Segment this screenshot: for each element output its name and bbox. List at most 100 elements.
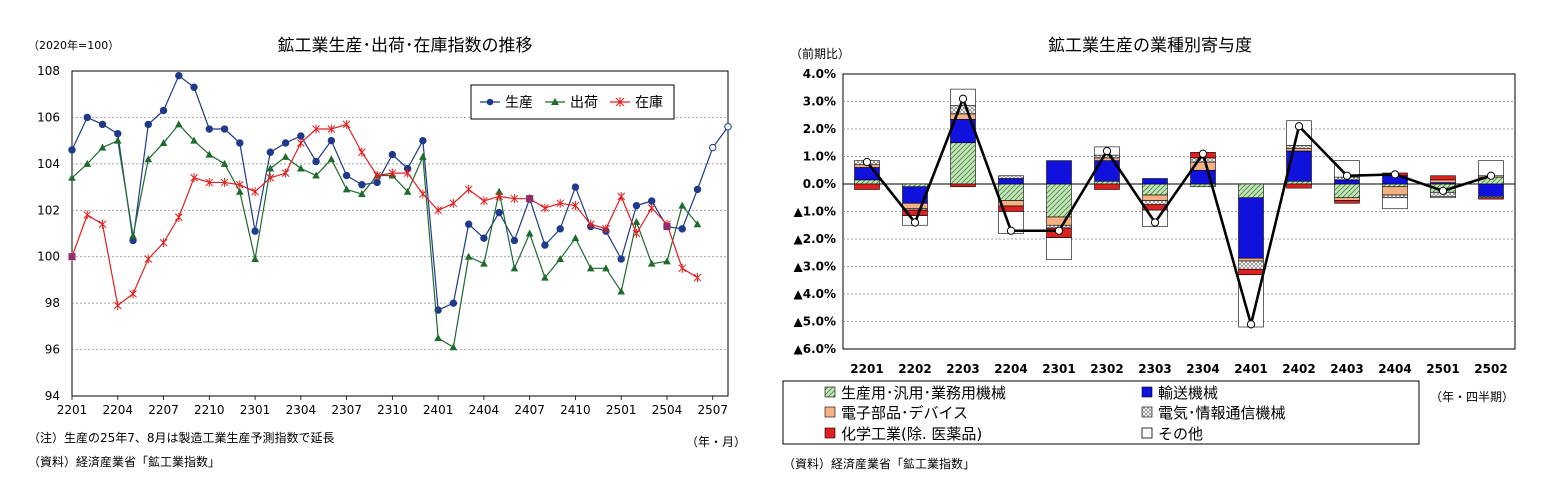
data-point — [464, 252, 473, 260]
bar-segment-生産用･汎用･業務用機械 — [1238, 183, 1264, 199]
data-point — [480, 259, 488, 267]
bar-segment-化学工業(除. 医薬品) — [1430, 175, 1456, 181]
y-tick-label: 98 — [45, 296, 60, 310]
data-point — [464, 220, 473, 228]
bar-segment-化学工業(除. 医薬品) — [950, 183, 976, 188]
data-point — [205, 150, 214, 158]
legend-box — [782, 380, 1420, 445]
legend-label-electronic-parts: 電子部品･デバイス — [841, 404, 968, 422]
data-point — [281, 168, 290, 178]
series-lines — [68, 71, 732, 351]
y-unit-label: （前期比） — [790, 46, 850, 61]
x-tick-label: 2404 — [469, 403, 500, 417]
note: （注）生産の25年7、8月は製造工業生産予測指数で延長 — [28, 430, 335, 445]
bar-segment-化学工業(除. 医薬品) — [1478, 197, 1504, 200]
x-tick-label: 2402 — [1282, 362, 1315, 376]
y-tick-label: 108 — [37, 64, 60, 78]
total-point — [1150, 218, 1160, 227]
legend-label-inventory: 在庫 — [635, 94, 663, 111]
bar-stack-2401 — [1238, 183, 1264, 328]
x-tick-label: 2404 — [1378, 362, 1411, 376]
data-point — [236, 139, 244, 147]
data-point — [190, 83, 198, 91]
data-point — [266, 173, 275, 183]
data-point — [586, 219, 595, 229]
data-point — [586, 264, 595, 272]
x-tick-label: 2410 — [560, 403, 591, 417]
bar-segment-生産用･汎用･業務用機械 — [1046, 183, 1072, 218]
data-point — [296, 138, 305, 148]
x-tick-label: 2407 — [514, 403, 545, 417]
bar-segment-電気･情報通信機械 — [1382, 194, 1408, 199]
data-point — [647, 203, 656, 213]
y-tick-label: 3.0% — [803, 95, 836, 109]
total-point — [1486, 171, 1496, 180]
data-point — [663, 257, 671, 265]
bar-segment-電気･情報通信機械 — [1142, 200, 1168, 205]
total-line — [862, 94, 1496, 330]
legend-item-transport: 輸送機械 — [1141, 384, 1218, 402]
data-point — [312, 157, 320, 166]
total-point — [958, 94, 968, 103]
data-point — [113, 300, 122, 310]
data-point — [251, 227, 259, 235]
y-tick-labels: 94 96 98 100 102 104 106 108 — [37, 64, 60, 403]
data-point — [220, 125, 229, 133]
bar-segment-輸送機械 — [1238, 197, 1264, 259]
data-point — [724, 123, 732, 131]
data-point — [571, 183, 580, 191]
bar-segment-生産用･汎用･業務用機械 — [1094, 180, 1120, 185]
data-point — [358, 190, 366, 198]
y-tick-label: ▲4.0% — [793, 287, 836, 301]
bar-segment-生産用･汎用･業務用機械 — [1286, 180, 1312, 185]
total-point — [862, 157, 872, 167]
x-tick-label: 2301 — [240, 403, 271, 417]
bar-segment-電気･情報通信機械 — [950, 105, 976, 115]
data-point — [419, 189, 427, 199]
data-point — [709, 143, 717, 152]
data-point — [83, 113, 91, 122]
total-point — [1342, 171, 1352, 180]
data-point — [434, 205, 442, 215]
y-tick-labels: ▲6.0% ▲5.0% ▲4.0% ▲3.0% ▲2.0% ▲1.0% 0.0% 1.0% 2.… — [793, 67, 836, 356]
data-point — [358, 181, 366, 189]
data-point — [434, 333, 442, 341]
x-tick-labels: 2201 2204 2207 2210 2301 2304 2307 2310 2401 2404… — [57, 396, 728, 417]
data-point — [174, 120, 183, 128]
data-point-base — [68, 253, 76, 261]
bar-segment-電子部品･デバイス — [1286, 147, 1312, 152]
series-line — [71, 123, 698, 307]
data-point — [602, 224, 610, 234]
data-point — [693, 220, 702, 228]
total-point — [1246, 320, 1256, 329]
data-point — [541, 273, 549, 281]
data-point — [68, 146, 76, 154]
data-point — [297, 132, 305, 140]
y-tick-label: ▲1.0% — [793, 205, 836, 219]
data-point — [632, 229, 641, 238]
y-tick-label: 104 — [37, 157, 60, 171]
bar-segment-生産用･汎用･業務用機械 — [998, 183, 1024, 201]
bar-segment-電気･情報通信機械 — [1094, 154, 1120, 159]
data-point — [342, 171, 351, 180]
legend: 生産用･汎用･業務用機械 輸送機械 電子部品･デバイス 電気･情報通信機械 化学… — [782, 380, 1420, 445]
bar-segment-生産用･汎用･業務用機械 — [950, 142, 976, 185]
data-point-overlap — [663, 223, 671, 231]
x-tick-label: 2303 — [1138, 362, 1171, 376]
x-tick-label: 2501 — [1426, 362, 1459, 376]
x-tick-label: 2301 — [1042, 362, 1075, 376]
bar-segment-電気･情報通信機械 — [1238, 260, 1264, 270]
bar-segment-輸送機械 — [1334, 179, 1360, 185]
y-tick-label: ▲3.0% — [793, 260, 836, 274]
data-point — [434, 306, 442, 314]
data-point — [617, 191, 626, 201]
data-point — [464, 184, 473, 194]
data-point — [327, 124, 336, 134]
bar-segment-輸送機械 — [1478, 183, 1504, 197]
data-point — [68, 173, 76, 181]
data-point — [388, 150, 397, 159]
data-point — [693, 273, 702, 283]
data-point-overlap — [526, 195, 534, 203]
total-point — [1102, 146, 1112, 156]
chart-title: 鉱工業生産の業種別寄与度 — [1048, 36, 1252, 56]
